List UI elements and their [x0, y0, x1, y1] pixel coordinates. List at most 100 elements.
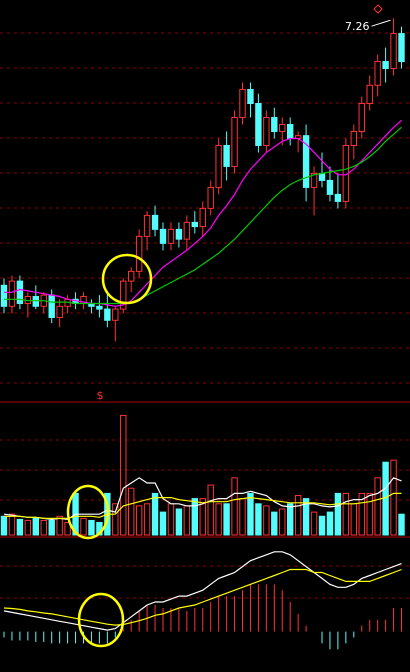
volume-bar [135, 505, 143, 536]
volume-bar [263, 505, 270, 536]
volume-bar [271, 511, 278, 536]
candle-body [310, 172, 318, 188]
candle-body [207, 186, 214, 209]
diamond-icon [373, 4, 383, 14]
volume-bar [183, 505, 191, 536]
volume-bar [120, 414, 127, 536]
volume-bar [326, 511, 334, 536]
volume-bar [175, 508, 183, 536]
candle-body [175, 228, 183, 240]
volume-bar [112, 503, 119, 536]
volume-bar [231, 477, 238, 536]
candle-body [112, 308, 119, 321]
volume-bar [247, 492, 254, 536]
candle-body [279, 123, 286, 132]
candle-body [151, 214, 159, 230]
candle-body [398, 33, 405, 63]
candle-body [96, 305, 103, 310]
candle-body [263, 116, 270, 146]
candle-body [350, 130, 358, 146]
line-series [4, 492, 402, 519]
volume-bar [16, 518, 24, 536]
line-series [3, 551, 402, 631]
volume-bar [40, 519, 47, 536]
volume-bar [287, 503, 294, 536]
candle-body [302, 135, 310, 188]
candle-body [287, 123, 294, 139]
candle-body [128, 270, 135, 282]
candle-body [358, 102, 365, 132]
volume-bar [151, 492, 159, 536]
candle-body [8, 280, 16, 307]
volume-bar [239, 498, 246, 536]
candle-body [247, 89, 254, 104]
volume-bar [48, 519, 55, 536]
volume-bar [342, 492, 350, 536]
candle-body [366, 84, 373, 104]
candle-body [382, 61, 389, 70]
volume-bar [64, 522, 71, 536]
volume-bar [0, 515, 8, 536]
candle-body [318, 172, 326, 181]
candle-body [390, 33, 397, 70]
volume-bar [223, 503, 230, 536]
line-series [4, 126, 402, 305]
candle-body [191, 221, 199, 228]
line-series [3, 568, 402, 626]
volume-bar [32, 517, 39, 536]
volume-bar [143, 503, 151, 536]
volume-bar [279, 508, 286, 536]
candle-body [135, 235, 143, 272]
volume-bar [310, 511, 318, 536]
volume-bar [398, 513, 405, 536]
candle-body [159, 228, 167, 244]
candle-body [374, 61, 381, 86]
candle-body [143, 214, 151, 237]
volume-bar [80, 517, 87, 536]
line-series [4, 119, 402, 307]
volume-bar [255, 503, 262, 536]
candle-body [326, 179, 334, 195]
candle-body [32, 296, 39, 307]
volume-bar [350, 503, 358, 536]
candle-body [16, 280, 24, 304]
candle-body [239, 89, 246, 118]
volume-bar [199, 498, 206, 536]
candle-body [231, 116, 238, 167]
candle-body [271, 116, 278, 132]
candle-body [255, 102, 262, 146]
volume-bar [159, 511, 167, 536]
volume-bar [8, 513, 16, 536]
volume-bar [167, 503, 175, 536]
volume-bar [302, 498, 310, 536]
high-label: 7.26 [345, 20, 370, 33]
volume-bar [374, 477, 381, 536]
highlight-circle [77, 592, 125, 648]
marker: $ [97, 389, 104, 402]
candle-body [199, 207, 206, 228]
candle-body [48, 294, 55, 318]
candle-body [215, 144, 222, 188]
volume-bar [24, 519, 32, 536]
highlight-circle [101, 253, 153, 305]
candle-body [334, 193, 342, 202]
candle-body [183, 221, 191, 240]
highlight-circle [66, 484, 110, 540]
volume-bar [318, 515, 326, 536]
candle-body [104, 308, 111, 321]
volume-bar [215, 503, 222, 536]
candle-body [167, 228, 175, 244]
volume-bar [56, 515, 63, 536]
volume-bar [390, 459, 397, 536]
volume-bar [191, 498, 199, 536]
volume-bar [294, 494, 302, 536]
volume-bar [334, 492, 342, 536]
high-arrow [371, 19, 391, 27]
volume-bar [88, 519, 95, 536]
volume-bar [358, 492, 365, 536]
candle-body [56, 305, 63, 318]
candle-body [223, 144, 230, 167]
volume-bar [366, 492, 373, 536]
candle-body [0, 284, 8, 307]
